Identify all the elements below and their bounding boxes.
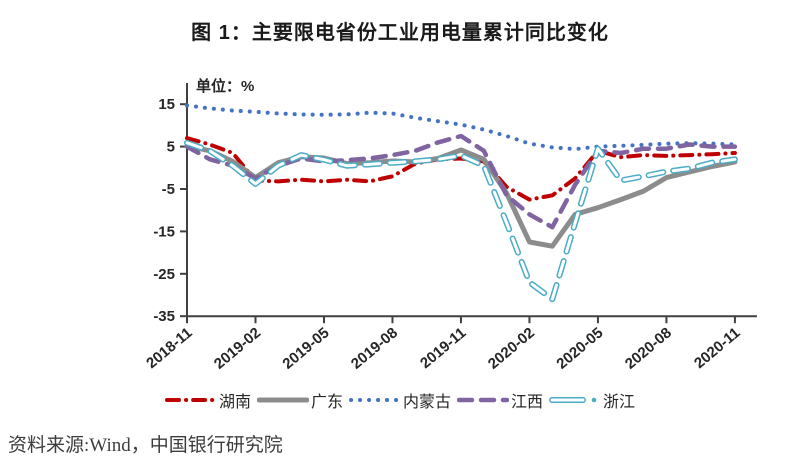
chart-title: 图 1：主要限电省份工业用电量累计同比变化 — [191, 22, 609, 44]
unit-label: 单位：% — [196, 77, 254, 95]
legend-swatch-dash-dot-icon — [164, 398, 217, 402]
legend-swatch-solid-thick-icon — [256, 397, 309, 403]
x-tick-label: 2019-05 — [279, 324, 332, 372]
x-tick-label: 2019-08 — [348, 324, 401, 372]
x-tick-label: 2020-02 — [485, 324, 538, 372]
line-内蒙古 — [185, 103, 737, 152]
line-core-浙江 — [185, 141, 737, 301]
y-tick-label: 15 — [158, 96, 175, 113]
line-湖南 — [185, 136, 737, 202]
legend-label: 广东 — [310, 394, 343, 411]
x-tick-label: 2019-11 — [417, 324, 469, 372]
line-广东 — [184, 143, 738, 249]
x-tick-label: 2020-05 — [553, 324, 606, 372]
x-tick-label: 2019-02 — [211, 324, 264, 372]
y-tick-label: -5 — [162, 181, 175, 198]
legend-item-湖南: 湖南 — [164, 388, 251, 412]
y-tick-label: -25 — [153, 266, 175, 283]
legend-swatch-dotted-icon — [348, 398, 401, 402]
y-tick-label: -35 — [153, 308, 175, 325]
x-tick-label: 2020-11 — [691, 324, 743, 372]
legend-item-内蒙古: 内蒙古 — [348, 388, 451, 412]
source-text: 资料来源:Wind，中国银行研究院 — [8, 435, 283, 456]
legend-label: 湖南 — [218, 394, 251, 411]
legend-item-广东: 广东 — [256, 388, 343, 412]
legend-label: 江西 — [511, 394, 544, 411]
legend-item-江西: 江西 — [457, 388, 543, 412]
legend-label: 浙江 — [603, 394, 636, 411]
legend-swatch-dashed-icon — [457, 397, 509, 403]
x-tick-label: 2020-08 — [622, 324, 675, 372]
x-tick-label: 2018-11 — [143, 324, 195, 372]
chart-legend: 湖南 广东 内蒙古 江西 浙江 — [0, 388, 800, 412]
y-tick-label: 5 — [167, 139, 175, 156]
legend-item-浙江: 浙江 — [549, 388, 635, 412]
legend-label: 内蒙古 — [402, 394, 451, 411]
y-tick-label: -15 — [153, 223, 175, 240]
legend-swatch-hollow-dash-icon — [549, 397, 597, 403]
